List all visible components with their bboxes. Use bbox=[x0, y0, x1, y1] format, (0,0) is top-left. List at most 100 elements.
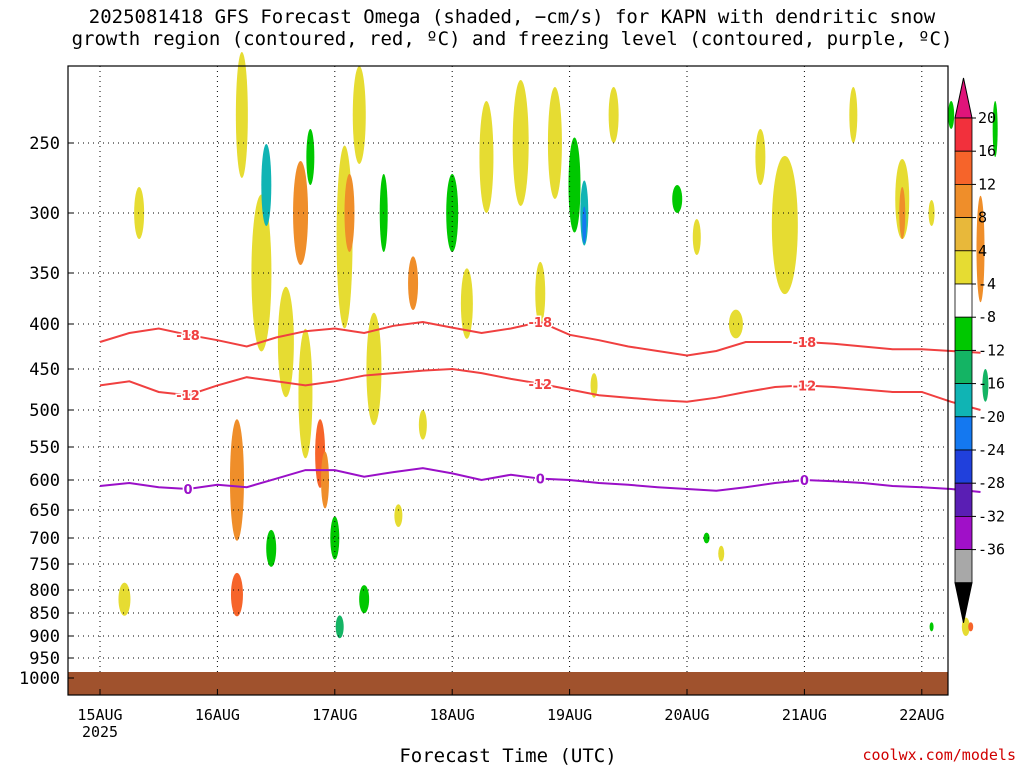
colorbar-segment-11 bbox=[954, 449, 973, 484]
ytick-label-500: 500 bbox=[29, 401, 60, 421]
contour-label-0-2: -18 bbox=[793, 336, 817, 351]
contour-label-1-2: -12 bbox=[793, 379, 817, 394]
colorbar-label-9: -20 bbox=[978, 408, 1005, 426]
xtick-label-18AUG: 18AUG bbox=[430, 706, 475, 724]
omega-shade-2 bbox=[229, 419, 244, 541]
title-line-1: 2025081418 GFS Forecast Omega (shaded, −… bbox=[88, 6, 936, 28]
omega-shade-14 bbox=[330, 516, 340, 560]
colorbar-segment-13 bbox=[954, 516, 973, 551]
omega-shade-34 bbox=[590, 373, 598, 398]
xtick-label-22AUG: 22AUG bbox=[899, 706, 944, 724]
contour-line-1 bbox=[99, 367, 981, 411]
ytick-label-650: 650 bbox=[29, 501, 60, 521]
omega-shade-19 bbox=[359, 585, 370, 614]
credit-text: coolwx.com/models bbox=[862, 746, 1016, 764]
colorbar-segment-1 bbox=[954, 117, 973, 152]
ytick-label-450: 450 bbox=[29, 360, 60, 380]
colorbar-label-1: 16 bbox=[978, 142, 996, 160]
colorbar-segment-14 bbox=[954, 549, 973, 584]
colorbar-top-arrow bbox=[954, 77, 973, 119]
omega-shade-3 bbox=[230, 572, 243, 617]
colorbar-segment-6 bbox=[954, 283, 973, 318]
xtick-label-16AUG: 16AUG bbox=[195, 706, 240, 724]
ytick-label-550: 550 bbox=[29, 438, 60, 458]
ytick-label-700: 700 bbox=[29, 529, 60, 549]
colorbar-label-0: 20 bbox=[978, 109, 996, 127]
colorbar-segment-3 bbox=[954, 183, 973, 218]
xtick-sublabel-year: 2025 bbox=[82, 723, 118, 741]
colorbar-label-5: -4 bbox=[978, 275, 996, 293]
ytick-label-350: 350 bbox=[29, 264, 60, 284]
omega-shade-38 bbox=[703, 532, 710, 544]
omega-shade-24 bbox=[418, 410, 427, 440]
omega-shade-13 bbox=[321, 451, 330, 509]
omega-shade-6 bbox=[261, 144, 272, 226]
omega-shade-9 bbox=[293, 161, 309, 265]
x-axis-label: Forecast Time (UTC) bbox=[399, 745, 617, 767]
contour-label-2-2: 0 bbox=[800, 474, 809, 489]
omega-shade-8 bbox=[277, 286, 294, 398]
omega-shade-53 bbox=[929, 622, 934, 632]
omega-shade-26 bbox=[460, 268, 473, 339]
omega-shade-22 bbox=[394, 504, 403, 527]
colorbar-label-2: 12 bbox=[978, 175, 996, 193]
xtick-label-17AUG: 17AUG bbox=[312, 706, 357, 724]
colorbar-label-3: 8 bbox=[978, 209, 987, 227]
colorbar-label-12: -32 bbox=[978, 507, 1005, 525]
omega-shade-5 bbox=[251, 194, 272, 352]
omega-shade-43 bbox=[849, 87, 858, 143]
ytick-label-1000: 1000 bbox=[19, 669, 60, 689]
omega-shade-17 bbox=[344, 174, 355, 252]
omega-shade-7 bbox=[266, 529, 277, 567]
omega-shade-10 bbox=[298, 328, 313, 459]
ytick-label-250: 250 bbox=[29, 134, 60, 154]
chart-title: 2025081418 GFS Forecast Omega (shaded, −… bbox=[0, 6, 1024, 50]
omega-shade-42 bbox=[755, 129, 766, 185]
contour-line-2 bbox=[99, 467, 981, 493]
plot-frame bbox=[67, 65, 949, 696]
colorbar-segment-4 bbox=[954, 217, 973, 252]
omega-shade-11 bbox=[306, 129, 315, 185]
omega-shade-33 bbox=[582, 206, 587, 244]
colorbar-label-6: -8 bbox=[978, 308, 996, 326]
colorbar-segment-12 bbox=[954, 482, 973, 517]
omega-shade-35 bbox=[608, 87, 619, 143]
ytick-label-600: 600 bbox=[29, 471, 60, 491]
colorbar-segment-7 bbox=[954, 316, 973, 351]
ytick-label-800: 800 bbox=[29, 581, 60, 601]
colorbar-segment-2 bbox=[954, 150, 973, 185]
omega-shade-15 bbox=[335, 615, 344, 639]
xtick-label-21AUG: 21AUG bbox=[782, 706, 827, 724]
xtick-label-20AUG: 20AUG bbox=[664, 706, 709, 724]
omega-shade-29 bbox=[535, 261, 546, 325]
ytick-label-850: 850 bbox=[29, 604, 60, 624]
omega-shade-27 bbox=[479, 101, 494, 213]
ytick-label-400: 400 bbox=[29, 315, 60, 335]
contour-label-2-1: 0 bbox=[536, 473, 545, 488]
omega-shade-37 bbox=[692, 219, 701, 255]
colorbar-label-8: -16 bbox=[978, 375, 1005, 393]
omega-shade-18 bbox=[352, 66, 366, 164]
omega-shade-28 bbox=[512, 80, 529, 206]
omega-shade-39 bbox=[718, 545, 725, 562]
colorbar-label-11: -28 bbox=[978, 474, 1005, 492]
colorbar-bottom-arrow bbox=[954, 582, 973, 623]
omega-shade-4 bbox=[235, 52, 248, 178]
omega-shade-25 bbox=[446, 174, 459, 252]
xtick-label-19AUG: 19AUG bbox=[547, 706, 592, 724]
omega-shade-31 bbox=[568, 137, 581, 233]
colorbar-label-7: -12 bbox=[978, 341, 1005, 359]
omega-shade-1 bbox=[134, 187, 145, 239]
omega-shade-30 bbox=[547, 87, 562, 199]
omega-shade-51 bbox=[982, 369, 989, 402]
ytick-label-900: 900 bbox=[29, 627, 60, 647]
omega-shade-36 bbox=[672, 185, 683, 213]
ground-shade bbox=[68, 672, 948, 695]
colorbar-label-4: 4 bbox=[978, 242, 987, 260]
omega-shade-52 bbox=[968, 622, 974, 632]
colorbar-label-10: -24 bbox=[978, 441, 1005, 459]
omega-shade-50 bbox=[976, 195, 985, 303]
contour-label-0-0: -18 bbox=[176, 329, 200, 344]
omega-shade-46 bbox=[928, 200, 935, 226]
